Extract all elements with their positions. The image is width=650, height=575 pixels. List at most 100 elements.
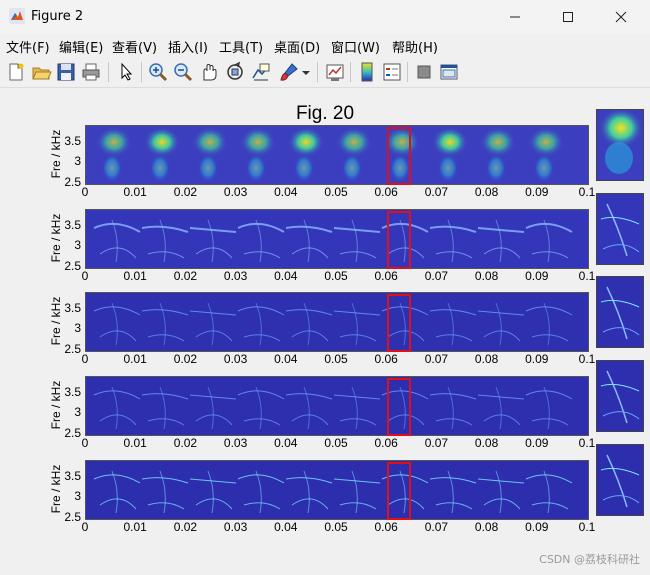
zoom-thumbnail-3[interactable] [596, 276, 644, 348]
y-tick-label: 2.5 [64, 342, 81, 356]
energy-blob [432, 127, 468, 157]
minimize-button[interactable] [492, 0, 538, 34]
x-tick-label: 0.04 [274, 352, 298, 366]
ridge-line [195, 498, 233, 510]
x-tick-label: 0.01 [123, 352, 147, 366]
x-tick-label: 0.07 [424, 436, 449, 450]
menu-edit[interactable]: 编辑(E) [59, 41, 104, 56]
legend-icon[interactable] [381, 61, 403, 83]
y-tick-label: 3 [74, 405, 81, 420]
print-icon[interactable] [80, 61, 102, 83]
highlight-box [386, 211, 411, 269]
ridge-line [381, 474, 429, 484]
data-cursor-icon[interactable] [250, 61, 272, 83]
menu-file[interactable]: 文件(F) [6, 41, 50, 56]
zoom-thumbnail-5[interactable] [596, 444, 644, 516]
x-tick-label: 0.01 [123, 520, 147, 534]
ridge-line [93, 222, 141, 233]
ridge-line [255, 386, 262, 430]
ridge-line [387, 330, 425, 342]
spectrogram-axes-2[interactable] [85, 209, 589, 269]
x-tick-label: 0.04 [274, 269, 298, 283]
spectrogram-axes-4[interactable] [85, 376, 589, 436]
pan-icon[interactable] [198, 61, 220, 83]
spectrogram-axes-5[interactable] [85, 460, 589, 520]
spectrogram-axes-3[interactable] [85, 292, 589, 352]
watermark: CSDN @荔枝科研社 [539, 553, 640, 566]
ridge-line [141, 309, 189, 316]
y-tick-label: 3 [74, 489, 81, 504]
ridge-line [111, 302, 118, 346]
ridge-line [207, 302, 214, 346]
zoom-thumbnail-1[interactable] [596, 109, 644, 181]
zoom-thumbnail-2[interactable] [596, 193, 644, 265]
brush-dropdown-icon[interactable] [301, 61, 311, 83]
link-plot-icon[interactable] [324, 61, 346, 83]
zoom-out-icon[interactable] [172, 61, 194, 83]
ridge-line [243, 502, 281, 510]
x-tick-label: 0 [81, 352, 89, 366]
close-button[interactable] [598, 0, 644, 34]
menu-help[interactable]: 帮助(H) [392, 41, 438, 56]
energy-blob [96, 127, 132, 157]
ridge-line [237, 390, 285, 400]
ridge-line [399, 386, 406, 430]
colorbar-icon[interactable] [356, 61, 378, 83]
highlight-box [386, 294, 411, 352]
ridge-line [429, 393, 477, 400]
ridge-line [195, 414, 233, 426]
energy-blob-low [150, 154, 170, 182]
energy-blob [480, 127, 516, 157]
maximize-button[interactable] [545, 0, 591, 34]
y-tick-label: 3.5 [64, 384, 81, 399]
menu-insert[interactable]: 插入(I) [168, 41, 208, 56]
zoom-thumbnail-4[interactable] [596, 360, 644, 432]
ridge-line [525, 306, 573, 316]
open-icon[interactable] [30, 61, 52, 83]
ridge-line [477, 310, 525, 316]
ridge-line [387, 414, 425, 426]
energy-blob [288, 127, 324, 157]
ridge-line [435, 502, 473, 510]
ridge-line [195, 247, 233, 259]
new-figure-icon[interactable] [5, 61, 27, 83]
x-tick-label: 0 [81, 269, 89, 283]
pointer-icon[interactable] [115, 61, 137, 83]
brush-icon[interactable] [278, 61, 300, 83]
ridge-line [141, 477, 189, 484]
menu-view[interactable]: 查看(V) [112, 41, 158, 56]
x-tick-label: 0.04 [274, 436, 298, 450]
ridge-line [237, 306, 285, 316]
rotate-icon[interactable] [224, 61, 246, 83]
ridge-line [111, 219, 118, 263]
spectrogram-axes-1[interactable] [85, 125, 589, 185]
y-tick-label: 3 [74, 154, 81, 169]
ridge-line [531, 251, 569, 259]
ridge-line [159, 470, 166, 514]
hide-plot-tools-icon[interactable] [413, 61, 435, 83]
x-tick-label: 0.07 [424, 352, 449, 366]
ridge-line [303, 386, 310, 430]
show-plot-tools-icon[interactable] [438, 61, 460, 83]
zoom-in-icon[interactable] [147, 61, 169, 83]
energy-blob-low [534, 154, 554, 182]
x-tick-label: 0.02 [173, 269, 198, 283]
ridge-line [99, 498, 137, 510]
menu-window[interactable]: 窗口(W) [331, 41, 380, 56]
ridge-line [447, 302, 454, 346]
ridge-line [147, 418, 185, 426]
y-tick-label: 2.5 [64, 510, 81, 524]
x-tick-label: 0.08 [474, 185, 499, 199]
ridge-line [159, 302, 166, 346]
x-tick-label: 0.06 [374, 520, 398, 534]
save-icon[interactable] [55, 61, 77, 83]
x-tick-label: 0.05 [324, 185, 348, 199]
y-tick-label: 3.5 [64, 133, 81, 148]
menu-tools[interactable]: 工具(T) [219, 41, 264, 56]
ridge-line [141, 225, 189, 233]
x-tick-label: 0.02 [173, 352, 198, 366]
ridge-line [477, 394, 525, 400]
ridge-line [339, 251, 377, 259]
highlight-box [386, 378, 411, 436]
menu-desktop[interactable]: 桌面(D) [274, 41, 321, 56]
